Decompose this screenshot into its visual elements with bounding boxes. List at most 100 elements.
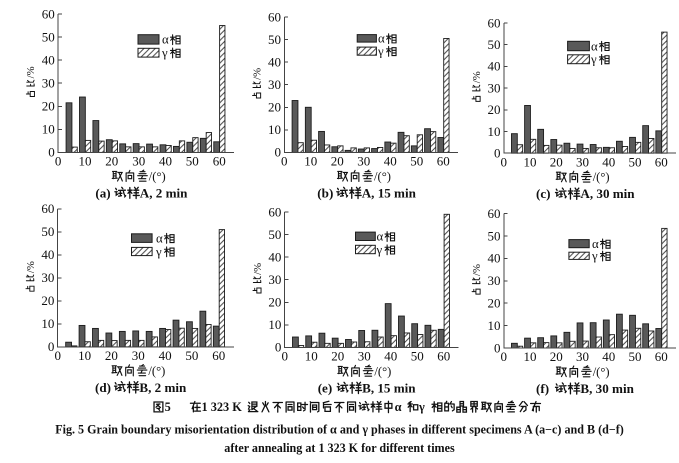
svg-text:5: 5 bbox=[165, 400, 171, 414]
svg-text:10: 10 bbox=[488, 124, 501, 139]
svg-text:/%: /% bbox=[25, 261, 37, 273]
svg-text:γ: γ bbox=[591, 249, 598, 263]
svg-text:20: 20 bbox=[268, 100, 281, 115]
svg-text:30: 30 bbox=[357, 154, 370, 169]
svg-text:10: 10 bbox=[41, 316, 54, 331]
svg-text:A, 15 min: A, 15 min bbox=[362, 185, 417, 200]
svg-text:0: 0 bbox=[501, 154, 508, 169]
svg-text:0: 0 bbox=[275, 145, 282, 160]
svg-text:20: 20 bbox=[550, 154, 563, 169]
svg-text:γ: γ bbox=[377, 44, 384, 58]
svg-text:γ: γ bbox=[590, 53, 597, 67]
svg-text:/%: /% bbox=[251, 68, 263, 80]
svg-text:10: 10 bbox=[304, 154, 317, 169]
svg-text:α: α bbox=[592, 237, 599, 251]
svg-text:0: 0 bbox=[54, 348, 61, 363]
svg-text:10: 10 bbox=[524, 154, 537, 169]
svg-text:50: 50 bbox=[629, 154, 642, 169]
svg-text:/(°): /(°) bbox=[593, 170, 610, 184]
svg-text:0: 0 bbox=[494, 146, 501, 161]
svg-text:50: 50 bbox=[186, 154, 199, 169]
svg-text:50: 50 bbox=[41, 224, 54, 239]
svg-text:20: 20 bbox=[105, 154, 118, 169]
svg-text:0: 0 bbox=[275, 340, 282, 355]
svg-text:40: 40 bbox=[488, 59, 501, 74]
svg-text:α: α bbox=[162, 33, 169, 47]
svg-text:50: 50 bbox=[488, 228, 501, 243]
svg-text:20: 20 bbox=[488, 296, 501, 311]
svg-text:(c): (c) bbox=[536, 186, 551, 201]
svg-text:(b): (b) bbox=[317, 185, 333, 200]
svg-text:/(°): /(°) bbox=[593, 365, 610, 379]
svg-text:50: 50 bbox=[411, 349, 424, 364]
svg-text:20: 20 bbox=[331, 349, 344, 364]
svg-text:40: 40 bbox=[42, 52, 55, 67]
svg-text:60: 60 bbox=[213, 154, 226, 169]
svg-text:50: 50 bbox=[410, 154, 423, 169]
svg-text:30: 30 bbox=[576, 349, 589, 364]
svg-text:30: 30 bbox=[488, 80, 501, 95]
svg-text:20: 20 bbox=[105, 348, 118, 363]
svg-text:30: 30 bbox=[488, 273, 501, 288]
svg-text:(d): (d) bbox=[95, 380, 111, 395]
svg-text:10: 10 bbox=[78, 348, 91, 363]
svg-text:0: 0 bbox=[48, 145, 55, 160]
svg-text:60: 60 bbox=[488, 15, 501, 30]
svg-text:/%: /% bbox=[471, 264, 483, 276]
svg-text:10: 10 bbox=[305, 349, 318, 364]
svg-text:A, 30 min: A, 30 min bbox=[580, 186, 635, 201]
svg-text:20: 20 bbox=[488, 102, 501, 117]
svg-text:60: 60 bbox=[655, 349, 668, 364]
svg-text:60: 60 bbox=[41, 201, 54, 216]
svg-text:20: 20 bbox=[268, 295, 281, 310]
svg-text:30: 30 bbox=[268, 77, 281, 92]
svg-text:50: 50 bbox=[42, 29, 55, 44]
svg-text:40: 40 bbox=[268, 250, 281, 265]
svg-text:/%: /% bbox=[25, 66, 37, 78]
svg-text:γ: γ bbox=[376, 243, 383, 257]
svg-text:A, 2 min: A, 2 min bbox=[140, 185, 188, 200]
svg-text:30: 30 bbox=[41, 270, 54, 285]
svg-text:60: 60 bbox=[437, 154, 450, 169]
svg-text:50: 50 bbox=[488, 37, 501, 52]
svg-text:B, 2 min: B, 2 min bbox=[139, 380, 187, 395]
svg-text:30: 30 bbox=[132, 154, 145, 169]
svg-text:/%: /% bbox=[471, 71, 483, 83]
svg-text:B, 15 min: B, 15 min bbox=[362, 380, 416, 395]
svg-text:/(°): /(°) bbox=[148, 364, 165, 378]
svg-text:/(°): /(°) bbox=[149, 169, 166, 183]
svg-text:α: α bbox=[378, 32, 385, 46]
svg-text:γ: γ bbox=[418, 400, 425, 414]
svg-text:60: 60 bbox=[212, 348, 225, 363]
svg-text:0: 0 bbox=[501, 349, 508, 364]
svg-text:60: 60 bbox=[268, 9, 281, 24]
svg-text:α: α bbox=[591, 39, 598, 53]
svg-text:40: 40 bbox=[602, 349, 615, 364]
svg-text:0: 0 bbox=[48, 339, 55, 354]
svg-text:40: 40 bbox=[488, 251, 501, 266]
svg-text:after annealing at 1 323 K for: after annealing at 1 323 K for different… bbox=[224, 441, 455, 455]
svg-text:1 323 K: 1 323 K bbox=[202, 400, 243, 414]
svg-text:40: 40 bbox=[602, 154, 615, 169]
svg-text:(a): (a) bbox=[95, 185, 110, 200]
svg-text:(f): (f) bbox=[536, 381, 549, 396]
svg-text:60: 60 bbox=[488, 206, 501, 221]
svg-text:60: 60 bbox=[437, 349, 450, 364]
svg-text:10: 10 bbox=[42, 122, 55, 137]
svg-text:40: 40 bbox=[159, 154, 172, 169]
svg-text:B, 30 min: B, 30 min bbox=[580, 381, 634, 396]
svg-text:/%: /% bbox=[252, 263, 264, 275]
svg-text:60: 60 bbox=[268, 204, 281, 219]
svg-text:10: 10 bbox=[488, 318, 501, 333]
svg-text:γ: γ bbox=[155, 245, 162, 259]
svg-text:60: 60 bbox=[655, 154, 668, 169]
svg-text:0: 0 bbox=[281, 154, 288, 169]
svg-text:γ: γ bbox=[161, 46, 168, 60]
svg-text:30: 30 bbox=[268, 272, 281, 287]
svg-text:0: 0 bbox=[494, 340, 501, 355]
svg-text:50: 50 bbox=[185, 348, 198, 363]
svg-text:30: 30 bbox=[576, 154, 589, 169]
svg-text:α: α bbox=[156, 231, 163, 245]
svg-text:0: 0 bbox=[281, 349, 288, 364]
svg-text:40: 40 bbox=[384, 154, 397, 169]
